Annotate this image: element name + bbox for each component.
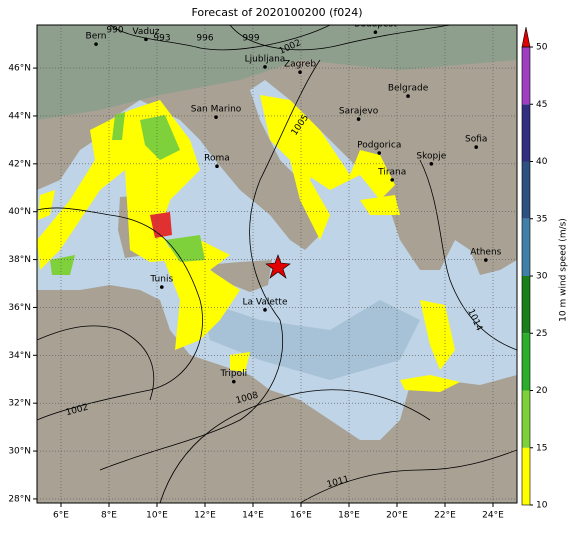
city-label: Belgrade <box>388 84 429 94</box>
x-tick-label: 10°E <box>146 511 168 521</box>
x-tick-label: 14°E <box>242 511 264 521</box>
colorbar-segment <box>522 218 530 276</box>
sicily <box>205 260 272 292</box>
city-dot <box>144 37 148 42</box>
city-dot <box>160 285 164 289</box>
x-tick-label: 8°E <box>101 511 117 521</box>
isobar-label: 993 <box>153 34 170 44</box>
x-tick-label: 22°E <box>434 511 456 521</box>
city-label: Zagreb <box>284 60 316 70</box>
city-dot <box>232 379 236 384</box>
axes: 6°E 8°E 10°E 12°E 14°E 16°E 18°E 20°E 22°E 24°E 28… <box>8 64 504 521</box>
city-label: Tunis <box>149 275 173 285</box>
city-label: Sofia <box>465 135 487 145</box>
y-tick-label: 36°N <box>8 303 31 313</box>
alps <box>37 25 517 120</box>
y-tick-label: 28°N <box>8 494 31 504</box>
city-label: Sarajevo <box>339 107 379 117</box>
y-tick-label: 32°N <box>8 399 31 409</box>
x-tick-label: 20°E <box>386 511 408 521</box>
city-label: La Valette <box>243 297 288 307</box>
colorbar-extend <box>521 26 531 48</box>
y-tick-label: 40°N <box>8 207 31 217</box>
colorbar-segment <box>522 104 530 162</box>
y-tick-label: 38°N <box>8 255 31 265</box>
colorbar-tick-label: 30 <box>536 272 548 282</box>
city-dot <box>406 94 410 98</box>
city-label: Tripoli <box>219 369 247 379</box>
wind-patches-green <box>50 112 205 275</box>
city-dot <box>377 151 382 155</box>
map-area: 990 993 996 999 1002 1005 1014 1008 1011… <box>37 20 517 503</box>
city-label: San Marino <box>191 105 242 115</box>
colorbar-label: 10 m wind speed (m/s) <box>559 218 569 322</box>
city-dot <box>390 178 395 182</box>
colorbar-tick-label: 25 <box>536 329 547 339</box>
colorbar-tick-label: 15 <box>536 443 547 453</box>
city-label: Vaduz <box>132 27 159 37</box>
colorbar-segment <box>522 47 530 105</box>
city-dot <box>356 117 361 121</box>
city-dot <box>263 65 267 69</box>
title: Forecast of 2020100200 (f024) <box>191 6 362 19</box>
colorbar-tick-label: 10 <box>536 501 548 511</box>
y-tick-label: 42°N <box>8 159 31 169</box>
grid <box>37 25 517 503</box>
frame <box>36 24 518 504</box>
city-dot <box>94 42 98 46</box>
colorbar-segment <box>522 161 530 219</box>
x-tick-label: 18°E <box>338 511 360 521</box>
y-tick-label: 30°N <box>8 447 31 457</box>
colorbar-tick-label: 35 <box>536 214 547 224</box>
city-label: Ljubljana <box>245 54 286 64</box>
city-label: Podgorica <box>357 141 401 151</box>
city-label: Roma <box>204 154 230 164</box>
colorbar-tick-label: 45 <box>536 100 547 110</box>
city-dot <box>298 70 302 74</box>
isobar-label: 999 <box>242 34 259 44</box>
colorbar-segment <box>522 390 530 448</box>
city-label: Skopje <box>416 151 446 161</box>
city-label: Budapest <box>354 20 397 30</box>
city-dot <box>484 258 488 262</box>
colorbar-tick-label: 40 <box>536 157 548 167</box>
y-tick-label: 46°N <box>8 64 31 74</box>
x-tick-label: 6°E <box>53 511 69 521</box>
isobar-label: 990 <box>106 26 123 36</box>
y-tick-label: 44°N <box>8 111 31 121</box>
deep-sea <box>200 300 420 380</box>
city-dot <box>215 164 219 169</box>
isobars <box>37 25 517 503</box>
x-tick-label: 16°E <box>290 511 312 521</box>
isobar-label: 996 <box>196 34 213 44</box>
city-label: Bern <box>86 32 107 42</box>
city-label: Athens <box>470 248 501 258</box>
city-label: Tirana <box>377 167 406 177</box>
colorbar-tick-label: 50 <box>536 43 548 53</box>
colorbar-segment <box>522 447 530 505</box>
city-dot <box>474 145 479 149</box>
city-dot <box>373 30 378 34</box>
x-tick-label: 24°E <box>482 511 504 521</box>
city-dot <box>263 308 267 312</box>
y-tick-label: 34°N <box>8 351 31 361</box>
colorbar-segment <box>522 333 530 391</box>
colorbar: 10 15 20 25 30 35 40 45 50 <box>521 26 548 511</box>
x-tick-label: 12°E <box>194 511 216 521</box>
colorbar-tick-label: 20 <box>536 386 548 396</box>
colorbar-segment <box>522 276 530 334</box>
storm-marker <box>265 254 291 279</box>
city-dot <box>429 162 434 166</box>
city-dot <box>214 115 218 119</box>
